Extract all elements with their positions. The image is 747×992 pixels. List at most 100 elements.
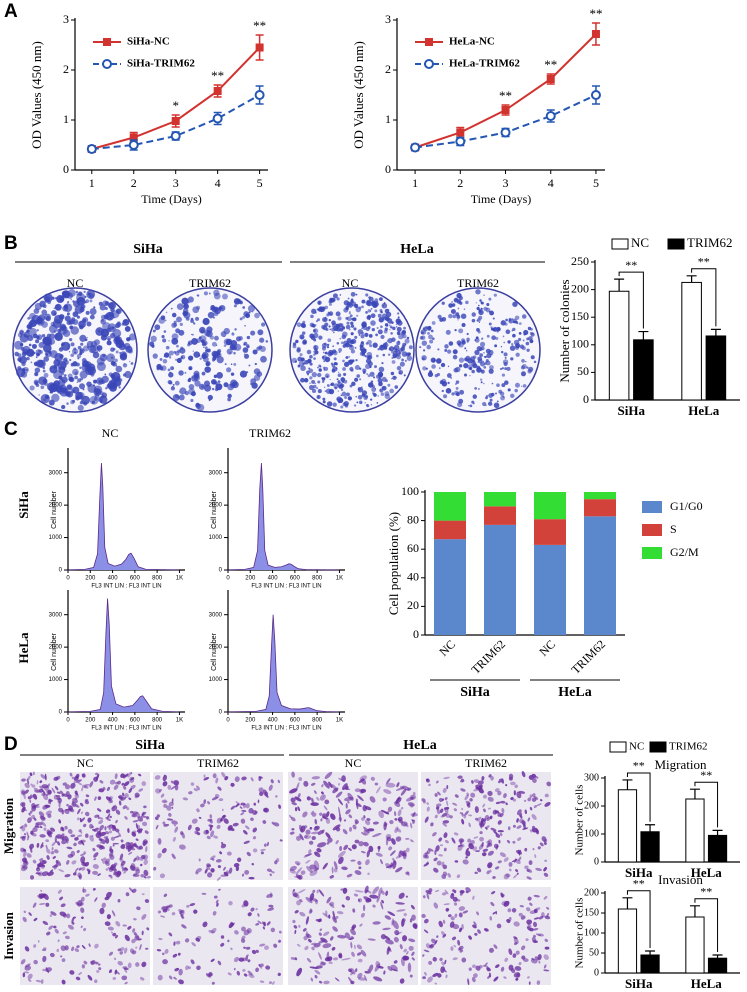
colony <box>365 363 371 370</box>
colony <box>176 357 182 364</box>
cell <box>81 964 86 969</box>
cell <box>361 778 367 785</box>
cell <box>56 841 61 846</box>
legend-swatch <box>667 238 685 250</box>
colony <box>191 337 199 345</box>
cell <box>132 928 136 933</box>
colony <box>80 342 84 346</box>
cell <box>77 808 81 815</box>
colony <box>160 315 166 321</box>
histogram-area <box>67 462 180 571</box>
colony <box>159 366 164 371</box>
cell <box>381 899 385 904</box>
cell <box>469 798 473 802</box>
cell <box>426 806 430 812</box>
colony <box>152 353 158 359</box>
colony <box>304 359 309 365</box>
colony <box>371 392 375 395</box>
x-tick-label: 5 <box>593 176 599 190</box>
colony <box>202 317 210 326</box>
cell <box>487 839 493 844</box>
cell <box>440 966 446 974</box>
column-label: NC <box>342 276 359 290</box>
colony <box>79 383 85 390</box>
colony <box>336 396 342 402</box>
cell <box>202 921 208 928</box>
cell <box>76 945 80 949</box>
cell <box>271 870 275 874</box>
colony <box>223 344 227 347</box>
colony <box>349 384 353 388</box>
cell <box>546 912 549 918</box>
cell <box>250 817 254 822</box>
cell <box>305 896 313 904</box>
colony <box>342 344 347 348</box>
colony <box>379 389 382 391</box>
cell <box>341 904 345 908</box>
cell <box>452 802 458 806</box>
colony <box>322 397 326 401</box>
colony <box>350 298 354 301</box>
cell <box>266 893 273 898</box>
cell <box>253 802 257 806</box>
colony <box>380 392 385 396</box>
colony <box>501 383 506 388</box>
cell <box>425 943 431 949</box>
colony <box>197 403 205 412</box>
colony <box>70 399 75 405</box>
colony <box>79 325 84 330</box>
bar-segment <box>484 524 516 635</box>
cell <box>248 807 254 814</box>
legend-swatch <box>642 547 662 559</box>
colony <box>25 368 29 372</box>
colony <box>452 354 458 360</box>
colony <box>311 379 316 384</box>
cell <box>435 889 440 893</box>
colony <box>327 384 329 386</box>
colony <box>324 390 327 393</box>
colony <box>106 335 112 341</box>
cell <box>507 826 511 831</box>
marker <box>410 142 421 153</box>
colony <box>500 346 503 348</box>
cell <box>120 839 124 843</box>
colony <box>67 344 70 347</box>
colony <box>38 342 45 348</box>
colony <box>453 367 459 373</box>
cell <box>474 871 478 875</box>
x-tick-label: TRIM62 <box>568 637 608 677</box>
colony <box>337 373 342 378</box>
colony <box>402 342 407 347</box>
cell <box>233 956 239 963</box>
x-tick-label: 4 <box>215 176 221 190</box>
cell <box>298 777 303 782</box>
cell <box>348 847 352 851</box>
cell <box>216 817 222 824</box>
cell <box>31 784 36 788</box>
colony <box>324 373 330 379</box>
colony <box>114 336 121 343</box>
colony <box>475 302 477 304</box>
colony <box>329 378 331 381</box>
colony <box>85 299 90 303</box>
cell <box>21 836 26 841</box>
cell <box>472 924 477 929</box>
cell <box>32 902 37 908</box>
colony <box>496 383 500 388</box>
colony <box>327 338 332 343</box>
cell <box>544 946 550 950</box>
colony <box>336 342 340 345</box>
cell <box>21 790 26 796</box>
colony <box>14 351 19 357</box>
error-bar <box>712 954 723 959</box>
bar <box>617 908 638 974</box>
legend-label: HeLa-NC <box>449 36 495 48</box>
cell <box>319 812 323 816</box>
colony <box>312 384 317 389</box>
cell <box>325 832 331 839</box>
cell <box>328 914 331 919</box>
cell <box>230 782 235 787</box>
cell <box>348 935 354 940</box>
colony <box>176 344 179 348</box>
cell <box>505 802 508 806</box>
